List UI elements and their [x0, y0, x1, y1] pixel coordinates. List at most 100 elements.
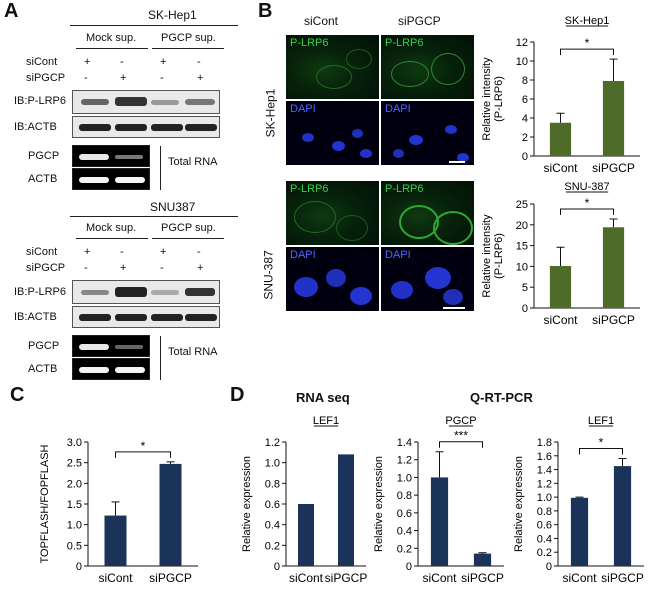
- rna-gel-pgcp: [72, 145, 150, 167]
- chart-b-skhep1: SK-Hep1 0 2 4 6 8 10 12 Relative intensity (P-LRP…: [481, 15, 640, 175]
- significance-marker: *: [585, 196, 590, 210]
- chart-d-lef1-rnaseq: LEF1 0 0.2 0.4 0.6 0.8 1.0 1.2 Relative expressi…: [241, 415, 368, 585]
- bar: [159, 463, 182, 566]
- row-label-skhep1: SK-Hep1: [263, 88, 278, 138]
- y-tick-label: 0.2: [265, 540, 280, 552]
- column-label-sipgcp: siPGCP: [398, 14, 441, 28]
- rna-gel-actb: [72, 168, 150, 190]
- panel-d-label: D: [230, 384, 245, 406]
- x-tick-label: siCont: [98, 571, 133, 585]
- significance-bracket: [115, 451, 171, 458]
- y-tick-label: 0: [274, 561, 280, 573]
- y-tick-label: 0: [546, 561, 552, 573]
- sign: -: [84, 262, 88, 274]
- x-tick-label: siCont: [562, 571, 597, 585]
- bar: [613, 466, 632, 566]
- significance-marker: *: [599, 436, 604, 450]
- stain-label: DAPI: [385, 249, 411, 261]
- stain-label: P-LRP6: [290, 183, 329, 195]
- sipgcp-label: siPGCP: [26, 72, 66, 84]
- y-tick-label: 0.6: [397, 508, 412, 520]
- micrograph-dapi-sipgcp: DAPI: [380, 246, 475, 312]
- x-tick-label: siPGCP: [601, 571, 644, 585]
- stain-label: P-LRP6: [385, 37, 424, 49]
- bar: [602, 80, 625, 156]
- significance-bracket: [439, 441, 483, 448]
- bar: [549, 265, 572, 308]
- total-rna-label: Total RNA: [168, 346, 218, 358]
- y-tick-label: 0: [76, 561, 82, 573]
- stain-label: DAPI: [290, 103, 316, 115]
- bracket-line: [160, 146, 161, 190]
- gel-label: PGCP: [28, 340, 60, 352]
- sign: -: [120, 56, 124, 68]
- y-axis-label: (P-LRP6): [493, 76, 505, 122]
- group-mock-label: Mock sup.: [86, 32, 137, 44]
- western-blot-plrp6: [72, 90, 220, 114]
- y-axis-label: Relative intensity: [481, 214, 493, 298]
- western-blot-actb: [72, 116, 220, 138]
- y-tick-label: 0.4: [397, 526, 412, 538]
- x-tick-label: siPGCP: [461, 571, 504, 585]
- significance-marker: *: [585, 36, 590, 50]
- sign: +: [160, 56, 167, 68]
- chart-title: SNU-387: [564, 181, 609, 193]
- y-tick-label: 0.8: [397, 490, 412, 502]
- significance-bracket: [560, 48, 614, 56]
- y-tick-label: 10: [516, 261, 528, 273]
- sign: +: [84, 56, 91, 68]
- gel-label: PGCP: [28, 150, 60, 162]
- sign: +: [197, 262, 204, 274]
- significance-marker: *: [141, 439, 146, 453]
- y-tick-label: 0: [522, 151, 528, 163]
- sign: -: [197, 56, 201, 68]
- sicont-label: siCont: [26, 56, 58, 68]
- x-tick-label: siCont: [543, 313, 578, 327]
- significance-bracket: [579, 448, 623, 455]
- bar: [430, 477, 449, 566]
- chart-title: SK-Hep1: [565, 15, 610, 27]
- blot-label: IB:P-LRP6: [14, 95, 66, 107]
- sign: -: [84, 72, 88, 84]
- sign: +: [197, 72, 204, 84]
- bar: [549, 122, 572, 156]
- western-blot-actb: [72, 306, 220, 328]
- y-tick-label: 1.6: [537, 451, 552, 463]
- y-tick-label: 1.8: [537, 437, 552, 449]
- group-pgcp-label: PGCP sup.: [161, 32, 216, 44]
- bar: [473, 553, 492, 566]
- significance-bracket: [560, 208, 614, 215]
- group-mock-line: [76, 48, 148, 49]
- chart-d-pgcp-qpcr: PGCP 0 0.2 0.4 0.6 0.8 1.0 1.2 1.4 Relative expre…: [373, 415, 504, 585]
- column-label-sicont: siCont: [304, 14, 339, 28]
- y-tick-label: 0.4: [537, 533, 552, 545]
- sign: +: [120, 72, 127, 84]
- y-tick-label: 1.2: [397, 455, 412, 467]
- y-tick-label: 0: [406, 561, 412, 573]
- sign: -: [160, 72, 164, 84]
- heading-qrt-pcr: Q-RT-PCR: [470, 390, 533, 405]
- y-tick-label: 25: [516, 199, 528, 211]
- panel-b-label: B: [258, 0, 273, 22]
- cell-line-title: SNU387: [150, 200, 196, 214]
- y-tick-label: 0.6: [537, 520, 552, 532]
- scale-bar: [443, 307, 465, 309]
- y-tick-label: 2.0: [67, 478, 82, 490]
- rna-gel-pgcp: [72, 335, 150, 357]
- stain-label: DAPI: [290, 249, 316, 261]
- y-tick-label: 1.2: [537, 478, 552, 490]
- y-tick-label: 0.4: [265, 520, 280, 532]
- x-tick-label: siPGCP: [325, 571, 368, 585]
- y-tick-label: 1.4: [537, 465, 552, 477]
- sipgcp-label: siPGCP: [26, 262, 66, 274]
- sign: +: [84, 246, 91, 258]
- cell-line-title: SK-Hep1: [148, 8, 197, 22]
- sign: +: [120, 262, 127, 274]
- y-tick-label: 15: [516, 241, 528, 253]
- y-tick-label: 2: [522, 132, 528, 144]
- y-tick-label: 12: [516, 37, 528, 49]
- y-tick-label: 20: [516, 220, 528, 232]
- chart-title: LEF1: [313, 415, 339, 427]
- bar: [602, 227, 625, 308]
- y-tick-label: 6: [522, 94, 528, 106]
